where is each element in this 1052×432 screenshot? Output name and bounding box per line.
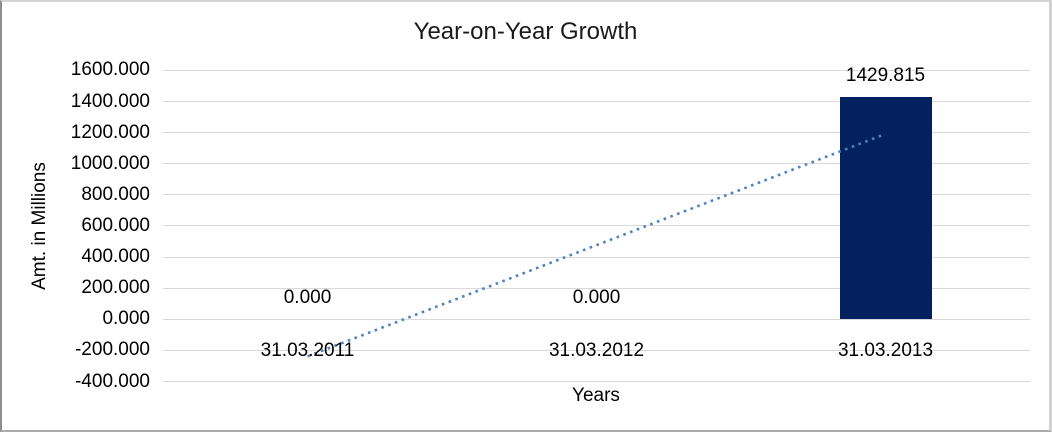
data-label: 1429.815 bbox=[845, 64, 926, 86]
y-tick-label: 1600.000 bbox=[70, 59, 150, 81]
category-label: 31.03.2013 bbox=[837, 339, 934, 361]
y-tick-label: 1000.000 bbox=[70, 152, 150, 174]
y-tick-label: 1200.000 bbox=[70, 121, 150, 143]
y-tick-label: 200.000 bbox=[81, 277, 150, 299]
gridline bbox=[163, 381, 1030, 382]
y-tick-label: 600.000 bbox=[81, 214, 150, 236]
y-tick-label: 1400.000 bbox=[70, 90, 150, 112]
category-label: 31.03.2012 bbox=[548, 339, 645, 361]
y-tick-label: 0.000 bbox=[102, 308, 150, 330]
data-label: 0.000 bbox=[572, 287, 621, 309]
bar bbox=[839, 96, 932, 320]
x-axis-title: Years bbox=[572, 385, 620, 406]
gridline bbox=[163, 101, 1030, 102]
y-tick-label: -400.000 bbox=[74, 370, 150, 392]
chart-title: Year-on-Year Growth bbox=[413, 18, 638, 45]
data-label: 0.000 bbox=[283, 287, 332, 309]
category-label: 31.03.2011 bbox=[260, 339, 355, 361]
y-tick-label: -200.000 bbox=[74, 339, 150, 361]
y-tick-label: 800.000 bbox=[81, 183, 150, 205]
gridline bbox=[163, 69, 1030, 71]
gridline bbox=[163, 132, 1030, 134]
y-tick-label: 400.000 bbox=[81, 246, 150, 268]
